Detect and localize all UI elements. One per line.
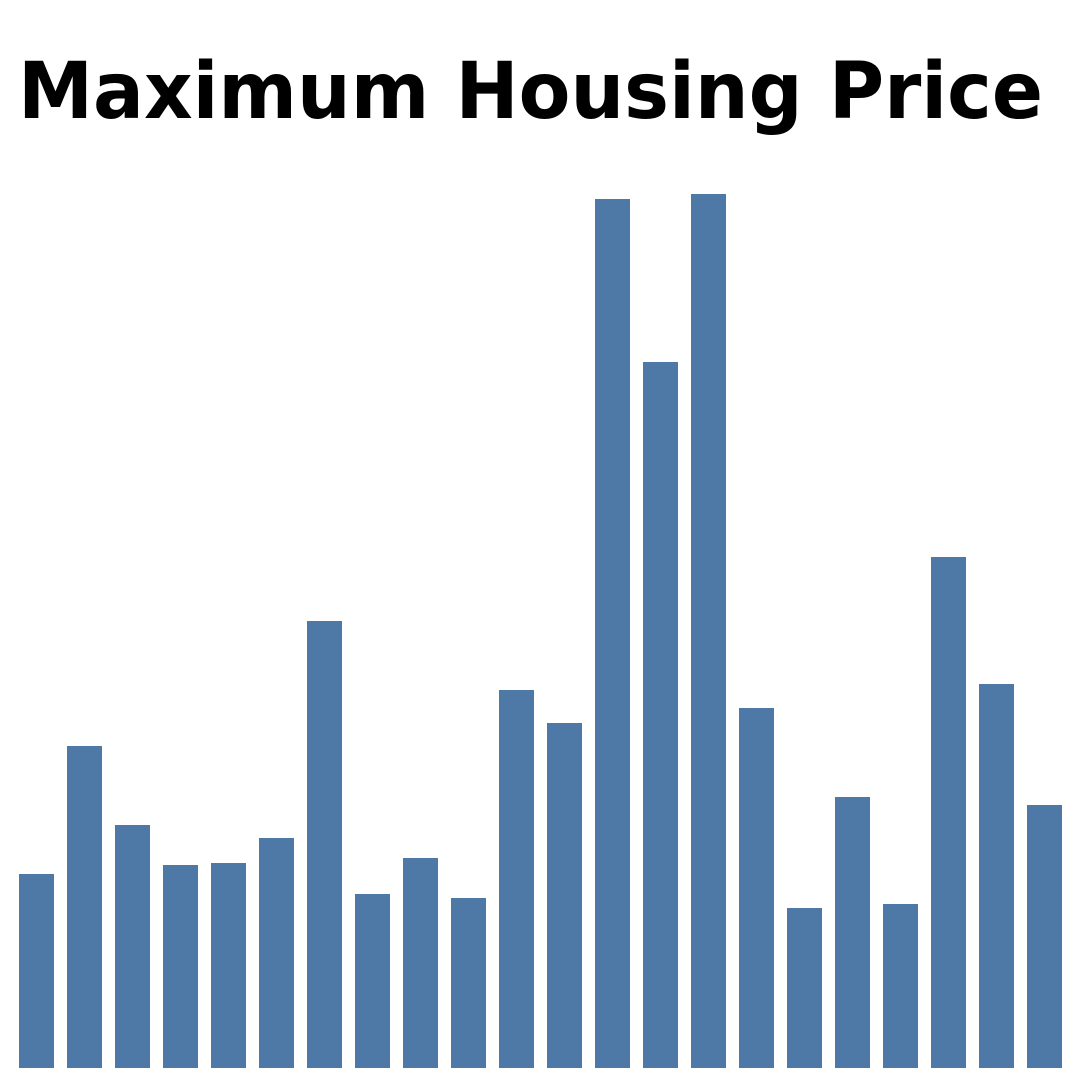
bar (1027, 805, 1062, 1068)
bar (739, 708, 774, 1068)
bar (931, 557, 966, 1068)
bar (307, 621, 342, 1068)
bar (403, 858, 438, 1068)
chart-title: Maximum Housing Price (18, 47, 1043, 137)
bar (499, 690, 534, 1068)
bar (115, 825, 150, 1068)
bar (595, 199, 630, 1068)
bar (787, 908, 822, 1068)
bar (643, 362, 678, 1068)
bar (835, 797, 870, 1068)
bar (19, 874, 54, 1068)
bar (355, 894, 390, 1068)
bar (691, 194, 726, 1068)
bar (259, 838, 294, 1068)
bar (163, 865, 198, 1068)
bar (451, 898, 486, 1068)
bar (67, 746, 102, 1068)
bar (979, 684, 1014, 1068)
bar (883, 904, 918, 1068)
bar (211, 863, 246, 1068)
bar (547, 723, 582, 1068)
